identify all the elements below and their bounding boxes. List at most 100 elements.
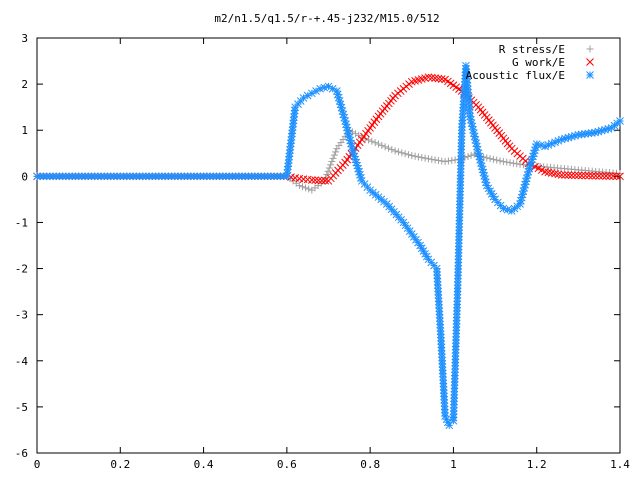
data-point-interp <box>352 130 360 138</box>
y-tick-label: -4 <box>15 355 29 368</box>
data-point-interp <box>602 172 610 180</box>
data-point <box>424 73 433 82</box>
data-point-interp <box>321 176 330 185</box>
data-point-interp <box>444 157 452 165</box>
data-point-interp <box>467 151 475 159</box>
x-tick-label: 0.8 <box>360 458 380 471</box>
data-point-interp <box>503 158 511 166</box>
data-point <box>616 117 624 125</box>
data-point-interp <box>577 171 586 180</box>
data-point-interp <box>431 156 439 164</box>
data-point-interp <box>612 172 621 181</box>
data-marks <box>33 61 624 430</box>
data-point <box>391 147 399 155</box>
legend-marker <box>586 58 594 66</box>
data-point-interp <box>421 154 429 162</box>
data-point-interp <box>438 157 446 165</box>
data-point-interp <box>388 146 396 154</box>
data-point <box>595 172 604 180</box>
data-point <box>574 171 583 180</box>
y-tick-label: -1 <box>15 216 28 229</box>
y-tick-label: 3 <box>21 32 28 45</box>
data-point-interp <box>381 143 389 151</box>
data-point-interp <box>329 154 337 162</box>
chart-title: m2/n1.5/q1.5/r-+.45-j232/M15.0/512 <box>214 12 439 25</box>
data-point-interp <box>332 148 340 156</box>
data-point-interp <box>564 171 573 179</box>
data-point-interp <box>418 154 426 162</box>
data-point-interp <box>364 136 372 144</box>
data-point-interp <box>571 171 579 180</box>
data-point-interp <box>414 153 422 161</box>
data-point <box>424 155 432 163</box>
data-point-interp <box>411 152 419 160</box>
data-point <box>374 140 382 148</box>
x-tick-label: 1.4 <box>610 458 630 471</box>
data-point-interp <box>584 171 593 180</box>
data-point-interp <box>486 155 494 163</box>
y-tick-label: 2 <box>21 78 28 91</box>
data-point-interp <box>513 160 521 168</box>
data-point-interp <box>398 149 406 157</box>
data-point-interp <box>311 176 320 185</box>
data-point-interp <box>434 156 442 164</box>
data-point-interp <box>298 183 306 191</box>
data-point-interp <box>404 151 412 159</box>
data-point-interp <box>588 171 597 180</box>
data-point-interp <box>605 172 614 180</box>
data-point-interp <box>609 172 617 181</box>
x-tick-label: 1 <box>450 458 457 471</box>
data-point-interp <box>506 159 514 167</box>
data-point-interp <box>314 176 323 185</box>
data-point <box>616 172 624 181</box>
plot-frame <box>36 37 621 454</box>
data-point-interp <box>434 74 443 83</box>
data-point-interp <box>598 172 607 180</box>
data-point-interp <box>567 171 576 180</box>
series-3 <box>33 61 624 430</box>
data-point-interp <box>561 171 569 179</box>
data-point-interp <box>325 164 333 172</box>
data-point-interp <box>468 122 477 131</box>
data-point <box>557 171 566 179</box>
data-point-interp <box>317 176 326 185</box>
data-point-interp <box>427 73 436 82</box>
data-point-interp <box>401 150 409 158</box>
axes: 0 0.2 0.4 0.6 0.8 1 1.2 1.4 3 2 1 0 -1 -2 -3 -4 -5 -6 <box>15 32 631 471</box>
data-point-interp <box>496 157 504 165</box>
legend-marker <box>586 45 594 53</box>
data-point-interp <box>305 185 313 193</box>
data-point-interp <box>384 144 392 152</box>
data-point <box>408 152 416 160</box>
data-point <box>441 158 449 166</box>
legend-marker <box>586 71 594 79</box>
data-point-interp <box>464 153 472 161</box>
data-point-interp <box>437 75 446 83</box>
y-tick-label: -3 <box>15 309 28 322</box>
y-tick-label: -6 <box>15 447 28 460</box>
data-point-interp <box>394 148 402 156</box>
data-point-interp <box>378 141 386 149</box>
data-point-interp <box>355 131 363 139</box>
data-point-interp <box>328 158 336 166</box>
y-tick-label: 1 <box>21 124 28 137</box>
data-point-interp <box>371 139 379 147</box>
legend-label: R stress/E <box>499 43 565 56</box>
data-point-interp <box>324 167 332 175</box>
x-tick-label: 1.2 <box>527 458 547 471</box>
data-point-interp <box>581 171 590 180</box>
data-point-interp <box>327 161 335 169</box>
data-point-interp <box>368 137 376 145</box>
y-tick-label: 0 <box>21 170 28 183</box>
legend-label: Acoustic flux/E <box>466 69 565 82</box>
data-point-interp <box>489 155 497 163</box>
data-point <box>499 158 507 166</box>
x-tick-label: 0.6 <box>277 458 297 471</box>
data-point-interp <box>493 156 501 164</box>
data-point <box>307 176 316 184</box>
y-tick-label: -2 <box>15 263 28 276</box>
data-point-interp <box>591 171 600 180</box>
x-tick-label: 0 <box>34 458 41 471</box>
